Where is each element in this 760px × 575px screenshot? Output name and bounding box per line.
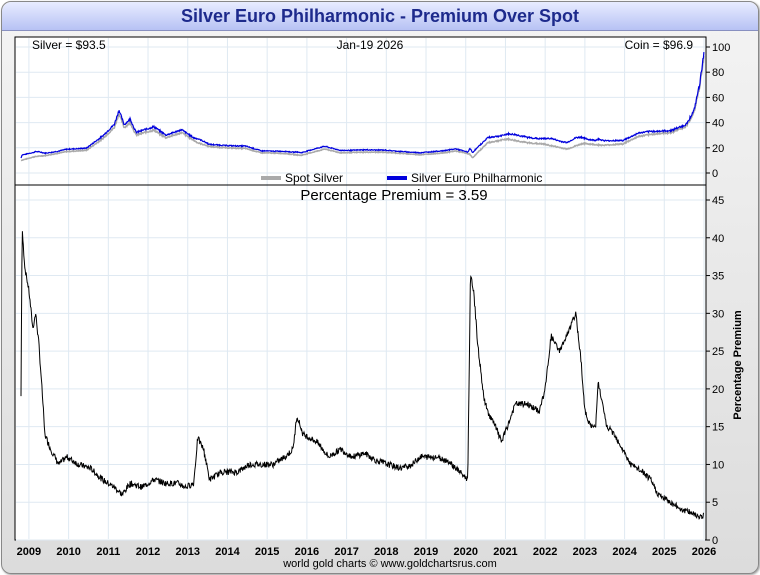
x-tick-label: 2019 (414, 546, 438, 558)
y-tick-label-bottom: 0 (712, 535, 718, 547)
chart-title: Silver Euro Philharmonic - Premium Over … (2, 2, 758, 31)
y-axis-label: Percentage Premium (732, 310, 744, 420)
legend-coin: Silver Euro Philharmonic (411, 171, 542, 185)
series-spot-silver (20, 56, 705, 162)
y-tick-label-bottom: 10 (712, 459, 724, 471)
legend-swatch-coin (387, 176, 407, 180)
y-tick-label-bottom: 15 (712, 422, 724, 434)
x-tick-label: 2024 (612, 546, 637, 558)
legend-spot-silver: Spot Silver (285, 171, 343, 185)
x-tick-label: 2012 (136, 546, 160, 558)
y-tick-label-bottom: 40 (712, 233, 724, 245)
x-tick-label: 2020 (453, 546, 477, 558)
coin-price-label: Coin = $96.9 (625, 38, 694, 52)
y-tick-label-top: 60 (712, 92, 724, 104)
x-tick-label: 2014 (215, 546, 240, 558)
x-tick-label: 2026 (692, 546, 716, 558)
x-tick-label: 2018 (374, 546, 398, 558)
legend-swatch-spot (261, 176, 281, 180)
x-tick-label: 2009 (17, 546, 41, 558)
premium-title: Percentage Premium = 3.59 (300, 187, 487, 204)
x-tick-label: 2025 (652, 546, 676, 558)
y-tick-label-top: 0 (712, 168, 718, 180)
x-tick-label: 2022 (533, 546, 557, 558)
y-tick-label-bottom: 5 (712, 497, 718, 509)
series-coin-price (20, 52, 705, 159)
date-label: Jan-19 2026 (337, 38, 404, 52)
x-tick-label: 2010 (56, 546, 80, 558)
series-percentage-premium (20, 231, 705, 520)
y-tick-label-bottom: 20 (712, 384, 724, 396)
y-tick-label-bottom: 35 (712, 271, 724, 283)
x-tick-label: 2015 (255, 546, 279, 558)
x-tick-label: 2021 (493, 546, 517, 558)
x-tick-label: 2023 (573, 546, 597, 558)
footer-credit: world gold charts © www.goldchartsrus.co… (282, 558, 497, 570)
x-tick-label: 2016 (295, 546, 319, 558)
y-tick-label-bottom: 25 (712, 346, 724, 358)
y-tick-label-bottom: 30 (712, 308, 724, 320)
y-tick-label-bottom: 45 (712, 195, 724, 207)
silver-price-label: Silver = $93.5 (32, 38, 106, 52)
x-tick-label: 2011 (96, 546, 120, 558)
y-tick-label-top: 100 (712, 42, 730, 54)
x-tick-label: 2017 (334, 546, 358, 558)
y-tick-label-top: 80 (712, 67, 724, 79)
y-tick-label-top: 40 (712, 118, 724, 130)
x-tick-label: 2013 (176, 546, 200, 558)
y-tick-label-top: 20 (712, 143, 724, 155)
